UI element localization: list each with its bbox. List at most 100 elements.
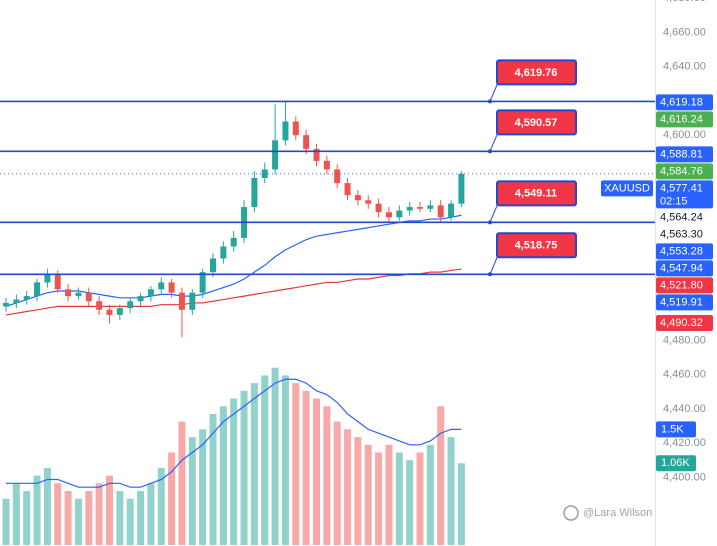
level-label: 4,590.57: [515, 117, 558, 129]
level-dot: [488, 149, 492, 154]
price-tag: [656, 314, 713, 331]
symbol-label: XAUUSD: [604, 182, 650, 194]
price-tag-label: 4,490.32: [660, 317, 703, 329]
level-dot: [488, 272, 492, 277]
candle-body: [354, 195, 361, 201]
level-label-box: [496, 109, 577, 136]
candle-body: [230, 237, 237, 247]
level-label-box: [496, 180, 577, 207]
candle-body: [13, 299, 20, 303]
price-tag: [656, 294, 713, 311]
candle-body: [458, 173, 465, 204]
candle-body: [158, 282, 165, 290]
countdown: 02:15: [660, 195, 688, 207]
price-tag: [656, 243, 713, 260]
y-tick-label: 4,640.00: [663, 61, 706, 73]
level-connector: [489, 82, 499, 102]
candle-body: [85, 292, 92, 302]
candle-body: [106, 309, 113, 315]
volume-bar: [157, 467, 165, 545]
candle-body: [292, 121, 299, 136]
watermark: @Lara Wilson: [583, 507, 652, 519]
volume-ma-line: [6, 378, 462, 488]
level-dot: [488, 99, 492, 104]
volume-bar: [230, 398, 238, 545]
volume-bar: [188, 437, 196, 545]
price-tag: [656, 146, 713, 163]
y-tick-label: 4,400.00: [663, 471, 706, 483]
volume-bar: [54, 483, 62, 545]
candle-body: [44, 273, 51, 283]
candle-body: [396, 210, 403, 218]
volume-bar: [106, 475, 113, 545]
y-tick-label: 4,420.00: [663, 437, 706, 449]
volume-tag: [656, 455, 696, 472]
price-tag: [656, 209, 713, 226]
price-tag-label: 4,616.24: [660, 113, 703, 125]
candle-body: [34, 282, 41, 297]
y-tick-label: 4,660.00: [663, 26, 706, 38]
level-dot: [488, 220, 492, 225]
candle-body: [116, 308, 123, 315]
candle-body: [385, 212, 392, 218]
volume-bar: [406, 460, 414, 545]
price-tag-label: 4,588.81: [660, 148, 703, 160]
candle-body: [375, 203, 382, 213]
volume-tag-label: 1.06K: [661, 457, 690, 469]
volume-bar: [12, 483, 20, 545]
price-tag-label: 4,547.94: [660, 262, 703, 274]
price-tag-label: 4,577.41: [660, 182, 703, 194]
volume-bar: [426, 444, 434, 545]
volume-bar: [281, 375, 289, 545]
candle-body: [313, 148, 320, 161]
candle-body: [54, 273, 61, 290]
candle-body: [189, 292, 196, 310]
candle-body: [272, 140, 279, 170]
candle-body: [417, 207, 423, 209]
candle-body: [303, 135, 310, 149]
price-tag: [656, 260, 713, 277]
candle-body: [137, 296, 144, 302]
volume-bar: [457, 463, 465, 545]
volume-bar: [116, 491, 124, 545]
volume-bar: [313, 398, 320, 545]
candle-body: [406, 207, 413, 211]
volume-bar: [199, 429, 207, 545]
volume-bar: [354, 437, 362, 545]
candle-body: [168, 282, 175, 293]
candle-body: [65, 289, 72, 297]
candle-body: [323, 160, 330, 170]
volume-bar: [271, 367, 279, 545]
y-tick-label: 4,600.00: [663, 129, 706, 141]
ma-line: [5, 214, 462, 307]
level-connector: [489, 132, 499, 152]
price-tag: [656, 277, 713, 294]
level-connector: [489, 203, 499, 223]
y-tick-label: 4,480.00: [663, 335, 706, 347]
level-label: 4,518.75: [515, 240, 558, 252]
volume-bar: [23, 491, 31, 545]
volume-bar: [147, 483, 155, 545]
price-tag-label: 4,584.76: [660, 165, 703, 177]
price-tag: [656, 163, 713, 180]
volume-bar: [43, 467, 51, 545]
volume-bar: [33, 475, 41, 545]
candle-body: [220, 246, 227, 259]
volume-bar: [219, 406, 227, 545]
volume-bar: [137, 491, 145, 545]
candle-body: [344, 183, 351, 196]
volume-tag: [656, 421, 696, 438]
level-label-box: [496, 59, 577, 86]
price-tag-label: 4,564.24: [660, 211, 703, 223]
level-label: 4,549.11: [515, 188, 557, 200]
candle-body: [23, 296, 30, 300]
candle-body: [3, 302, 9, 307]
y-tick-label: 4,680.00: [663, 0, 706, 4]
volume-bar: [64, 491, 72, 545]
watermark-icon: [563, 505, 579, 521]
candle-body: [282, 121, 289, 141]
y-tick-label: 4,440.00: [663, 403, 706, 415]
candle-body: [75, 292, 82, 297]
volume-bar: [385, 444, 393, 545]
